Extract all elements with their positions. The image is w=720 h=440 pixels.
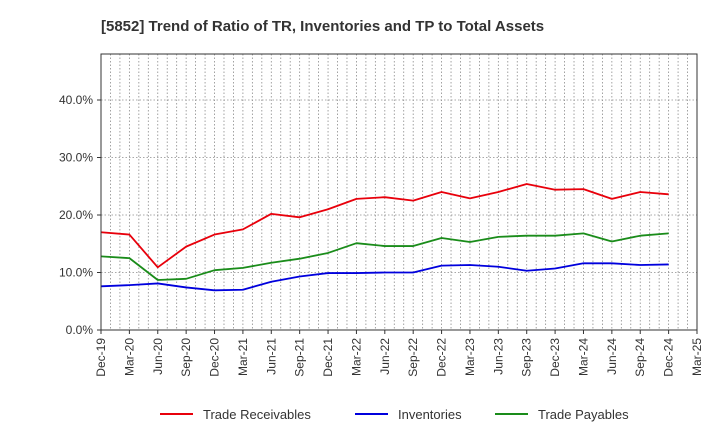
chart-title: [5852] Trend of Ratio of TR, Inventories…: [101, 18, 544, 35]
x-tick-label: Dec-23: [548, 338, 562, 377]
plot-frame: [100, 53, 698, 331]
x-axis: Dec-19 Mar-20 Jun-20 Sep-20 Dec-20 Mar-21 Jun-…: [94, 330, 704, 377]
x-tick-label: Dec-19: [94, 338, 108, 377]
y-axis: 0.0% 10.0% 20.0% 30.0% 40.0%: [59, 93, 101, 337]
series-line-trade-payables: [100, 232, 669, 281]
y-tick-label: 40.0%: [59, 93, 93, 107]
legend-label-trade-payables: Trade Payables: [538, 407, 629, 422]
x-tick-label: Dec-21: [321, 338, 335, 377]
x-tick-label: Sep-22: [406, 338, 420, 377]
x-tick-label: Mar-25: [690, 338, 704, 376]
legend-label-inventories: Inventories: [398, 407, 462, 422]
x-tick-label: Sep-23: [520, 338, 534, 377]
x-tick-label: Dec-22: [435, 338, 449, 377]
x-tick-label: Sep-21: [293, 338, 307, 377]
legend: Trade Receivables Inventories Trade Payabl…: [160, 407, 629, 422]
x-tick-label: Mar-24: [576, 338, 590, 376]
x-tick-label: Mar-20: [122, 338, 136, 376]
y-tick-label: 30.0%: [59, 151, 93, 165]
x-tick-label: Dec-24: [662, 338, 676, 377]
legend-label-trade-receivables: Trade Receivables: [203, 407, 311, 422]
x-tick-label: Dec-20: [208, 338, 222, 377]
x-tick-label: Sep-24: [633, 338, 647, 377]
x-tick-label: Jun-23: [491, 338, 505, 375]
x-tick-label: Sep-20: [179, 338, 193, 377]
x-tick-label: Mar-22: [349, 338, 363, 376]
x-tick-label: Mar-23: [463, 338, 477, 376]
x-tick-label: Jun-24: [605, 338, 619, 375]
x-tick-label: Jun-21: [264, 338, 278, 375]
y-tick-label: 20.0%: [59, 208, 93, 222]
x-tick-label: Jun-20: [151, 338, 165, 375]
x-tick-label: Jun-22: [378, 338, 392, 375]
series-line-inventories: [100, 262, 669, 292]
series-line-trade-receivables: [100, 183, 669, 269]
x-tick-label: Mar-21: [236, 338, 250, 376]
plot-series: [100, 183, 669, 292]
y-tick-label: 0.0%: [66, 323, 94, 337]
y-tick-label: 10.0%: [59, 266, 93, 280]
